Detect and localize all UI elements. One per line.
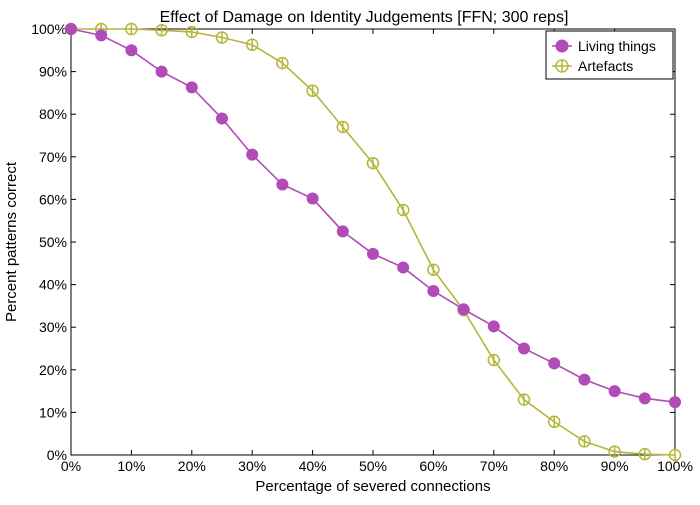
legend: Living things Artefacts <box>545 30 674 80</box>
x-tick-label: 70% <box>480 458 508 474</box>
data-point-artefacts <box>608 445 621 458</box>
data-point-living <box>306 192 319 205</box>
data-point-artefacts <box>366 156 380 170</box>
x-tick-label: 10% <box>117 458 145 474</box>
x-tick-label: 40% <box>299 458 327 474</box>
y-tick-label: 40% <box>39 277 67 293</box>
data-point-artefacts <box>125 22 138 36</box>
x-tick-label: 60% <box>419 458 447 474</box>
data-point-living <box>578 373 591 386</box>
data-point-living <box>397 261 410 274</box>
series-line-living <box>70 28 676 403</box>
data-point-artefacts <box>185 25 199 39</box>
data-point-living <box>669 396 681 409</box>
data-point-living <box>95 29 108 42</box>
chart-title: Effect of Damage on Identity Judgements … <box>160 9 569 26</box>
y-tick-label: 50% <box>39 234 67 250</box>
y-tick-label: 70% <box>39 149 67 165</box>
data-point-living <box>246 148 259 161</box>
data-point-living <box>638 392 651 405</box>
data-point-artefacts <box>155 24 168 37</box>
data-point-living <box>336 225 349 238</box>
y-tick-label: 20% <box>39 362 67 378</box>
data-point-living <box>216 112 228 125</box>
y-tick-label: 90% <box>39 64 67 80</box>
x-tick-label: 100% <box>657 458 693 474</box>
data-point-artefacts <box>517 393 531 406</box>
y-axis-ticks: 0% 10% 20% 30% 40% 50% 60% 70% 80% 90% 100% <box>31 21 675 463</box>
data-point-living <box>367 247 379 260</box>
y-tick-label: 60% <box>39 191 67 207</box>
data-point-living <box>457 303 470 316</box>
y-tick-label: 10% <box>39 404 67 420</box>
data-point-living <box>65 23 77 35</box>
plot-frame <box>70 28 676 456</box>
y-tick-label: 100% <box>31 21 67 37</box>
data-point-artefacts <box>306 84 319 98</box>
legend-marker-living <box>555 39 569 53</box>
data-point-artefacts <box>638 447 652 461</box>
data-point-artefacts <box>396 203 410 217</box>
y-tick-label: 80% <box>39 106 67 122</box>
x-axis-ticks: 0% 10% 20% 30% 40% 50% 60% 70% 80% 90% 100% <box>61 29 693 474</box>
data-point-living <box>518 342 530 355</box>
x-tick-label: 0% <box>61 458 81 474</box>
data-point-living <box>276 178 289 191</box>
x-tick-label: 90% <box>601 458 629 474</box>
x-tick-label: 30% <box>238 458 266 474</box>
data-point-living <box>487 320 500 333</box>
data-point-living <box>125 44 138 57</box>
series-line-artefacts <box>71 28 676 456</box>
y-axis-title: Percent patterns correct <box>3 161 20 322</box>
data-point-living <box>185 81 198 94</box>
y-tick-label: 0% <box>47 447 67 463</box>
data-point-artefacts <box>578 435 591 448</box>
legend-box <box>545 30 674 80</box>
data-point-living <box>548 357 561 370</box>
series-layer <box>64 22 682 462</box>
x-axis-title: Percentage of severed connections <box>255 478 490 495</box>
x-tick-label: 20% <box>178 458 206 474</box>
data-point-artefacts <box>668 448 682 462</box>
legend-label-artefacts: Artefacts <box>578 58 633 74</box>
data-point-artefacts <box>245 38 259 52</box>
data-point-living <box>427 284 440 297</box>
data-point-artefacts <box>427 263 440 276</box>
data-point-artefacts <box>336 120 350 134</box>
data-point-artefacts <box>276 56 289 70</box>
data-point-artefacts <box>215 31 229 44</box>
x-tick-label: 80% <box>540 458 568 474</box>
y-tick-label: 30% <box>39 319 67 335</box>
legend-label-living: Living things <box>578 38 656 54</box>
data-point-living <box>155 65 168 78</box>
data-point-artefacts <box>547 415 561 429</box>
data-point-living <box>608 385 621 398</box>
x-tick-label: 50% <box>359 458 387 474</box>
data-point-artefacts <box>487 353 501 367</box>
